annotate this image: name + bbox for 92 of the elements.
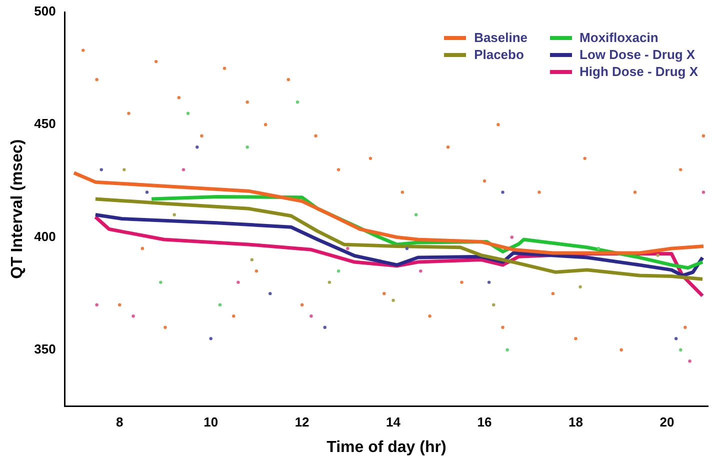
point: [328, 280, 332, 284]
point: [82, 48, 85, 52]
point: [286, 78, 290, 82]
point: [186, 112, 190, 115]
legend-label: Low Dose - Drug X: [580, 47, 696, 62]
point: [218, 303, 222, 306]
point: [209, 337, 212, 340]
legend-label: High Dose - Drug X: [580, 64, 698, 79]
point: [382, 292, 386, 296]
point: [346, 246, 350, 250]
point: [551, 292, 555, 296]
point: [684, 326, 687, 329]
x-tick-label: 14: [386, 414, 402, 430]
point: [300, 303, 304, 306]
point: [222, 66, 226, 70]
point: [674, 337, 678, 340]
y-axis-title: QT Interval (msec): [9, 139, 26, 279]
point: [633, 190, 637, 194]
point: [164, 326, 167, 329]
point: [118, 303, 122, 306]
point: [583, 156, 586, 160]
point: [392, 298, 395, 302]
point: [414, 213, 418, 216]
point: [200, 134, 204, 138]
point: [296, 100, 300, 104]
point: [159, 280, 162, 284]
point: [574, 337, 578, 340]
y-tick-label: 500: [34, 4, 56, 19]
x-tick-label: 12: [294, 414, 310, 430]
point: [496, 123, 500, 126]
point: [460, 280, 464, 284]
legend-label: Moxifloxacin: [580, 30, 658, 45]
point: [310, 314, 313, 318]
point: [336, 269, 340, 273]
x-axis-title: Time of day (hr): [326, 438, 446, 456]
point: [182, 168, 186, 172]
point: [127, 112, 130, 115]
point: [246, 100, 249, 104]
point: [132, 314, 135, 318]
point: [254, 269, 258, 273]
y-tick-label: 400: [34, 228, 56, 244]
x-tick-label: 20: [660, 414, 674, 430]
point: [154, 60, 158, 64]
point: [506, 348, 509, 352]
point: [232, 314, 236, 318]
point: [400, 190, 404, 194]
point: [492, 303, 496, 306]
point: [679, 348, 682, 352]
point: [122, 168, 126, 172]
point: [336, 168, 340, 172]
point: [702, 190, 706, 194]
point: [620, 348, 623, 352]
point: [100, 168, 103, 172]
point: [140, 246, 144, 250]
point: [196, 146, 199, 149]
point: [501, 326, 504, 329]
point: [596, 246, 600, 250]
x-tick-label: 10: [204, 414, 218, 430]
point: [177, 96, 181, 100]
x-tick-label: 8: [116, 414, 124, 430]
point: [428, 314, 432, 318]
point: [250, 258, 254, 262]
point: [405, 246, 409, 250]
legend-label: Placebo: [474, 47, 524, 62]
point: [314, 134, 318, 138]
point: [656, 254, 660, 257]
point: [510, 236, 514, 239]
point: [679, 168, 682, 172]
y-tick-label: 450: [34, 116, 56, 132]
x-tick-label: 18: [568, 414, 583, 430]
point: [501, 190, 504, 194]
point: [368, 156, 372, 160]
point: [95, 303, 98, 306]
point: [95, 78, 98, 82]
point: [487, 280, 491, 284]
x-tick-label: 16: [477, 414, 492, 430]
point: [268, 292, 272, 296]
point: [688, 360, 692, 363]
point: [419, 269, 422, 273]
legend-label: Baseline: [474, 30, 528, 45]
point: [482, 179, 486, 183]
point: [236, 280, 240, 284]
point: [702, 134, 706, 138]
point: [264, 123, 268, 126]
point: [538, 190, 541, 194]
y-tick-label: 350: [34, 341, 56, 356]
point: [446, 146, 450, 149]
point: [323, 326, 326, 329]
point: [578, 285, 582, 288]
point: [246, 146, 249, 149]
point: [145, 190, 149, 194]
point: [172, 213, 176, 216]
